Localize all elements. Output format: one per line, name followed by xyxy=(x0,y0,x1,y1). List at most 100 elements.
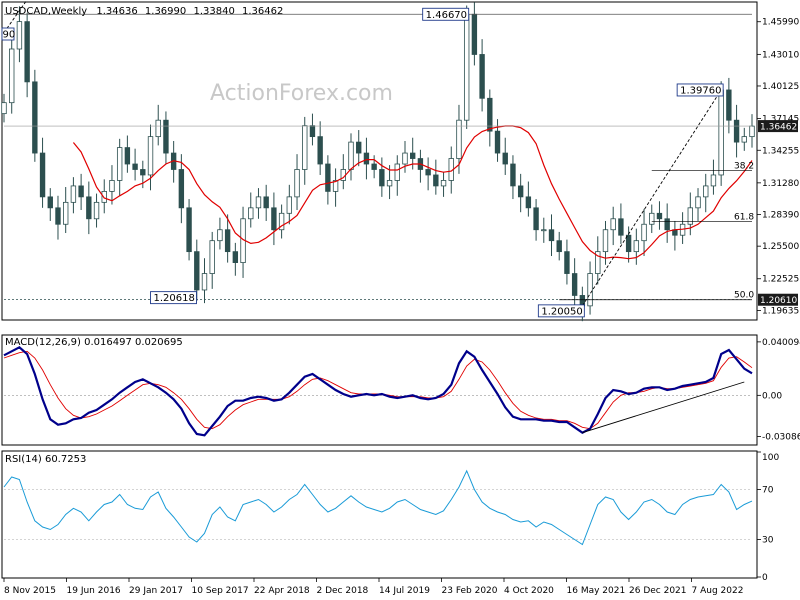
candle xyxy=(217,217,223,250)
candle xyxy=(517,173,524,213)
candle-body xyxy=(571,273,578,296)
candle-body xyxy=(248,207,254,220)
candle-body xyxy=(32,81,38,154)
candle-body xyxy=(217,229,223,242)
candle xyxy=(618,203,624,244)
candle-body xyxy=(278,212,285,231)
candle-body xyxy=(726,89,732,121)
price-tick-label: 1.45990 xyxy=(762,18,799,28)
candle xyxy=(209,231,215,289)
candle-body xyxy=(579,295,586,307)
candle-body xyxy=(178,169,185,209)
candle xyxy=(656,201,663,230)
candle-body xyxy=(402,152,408,165)
x-tick-label: 19 Jun 2016 xyxy=(67,586,121,596)
candle-body xyxy=(656,212,663,220)
candle-body xyxy=(410,152,416,159)
candle-body xyxy=(332,180,339,192)
rsi-tick-label: 30 xyxy=(762,536,774,546)
candle xyxy=(733,104,740,158)
candle-body xyxy=(263,196,269,209)
fib-level-label: 61.8 xyxy=(734,212,754,222)
candle xyxy=(93,193,100,228)
current-price-box xyxy=(758,120,798,133)
annotation-label: 1.20618 xyxy=(153,293,194,304)
candle xyxy=(263,184,269,221)
candle-body xyxy=(132,163,138,170)
candle-body xyxy=(433,174,439,187)
candle-body xyxy=(749,125,755,138)
candle xyxy=(633,228,640,265)
annotation-label: 1.20050 xyxy=(541,306,582,317)
chart-title: USDCAD,Weekly xyxy=(5,6,87,17)
candle-body xyxy=(201,273,208,291)
candle-body xyxy=(502,152,508,165)
candle-body xyxy=(479,54,485,99)
candle xyxy=(232,242,239,276)
candle-body xyxy=(733,119,740,143)
candle-body xyxy=(325,163,331,192)
candle xyxy=(487,89,493,147)
candle-body xyxy=(602,229,609,253)
candle-body xyxy=(194,251,200,291)
annotation-box xyxy=(422,7,470,21)
candle xyxy=(155,104,161,146)
candle xyxy=(109,165,115,205)
candle-body xyxy=(494,130,501,154)
candle-body xyxy=(379,169,385,187)
candle xyxy=(456,104,462,174)
candle-body xyxy=(155,119,161,138)
candle-body xyxy=(695,196,701,209)
candle xyxy=(463,5,470,129)
candle-body xyxy=(140,169,146,176)
candle xyxy=(510,155,516,200)
candle-body xyxy=(463,13,470,121)
candle xyxy=(248,192,254,228)
annotation-box xyxy=(537,304,585,318)
candle-body xyxy=(541,229,547,232)
candle-body xyxy=(664,218,670,231)
rsi-panel xyxy=(1,450,758,579)
candle-body xyxy=(371,163,377,170)
candle-body xyxy=(55,207,61,225)
candle-body xyxy=(610,218,616,231)
ohlc-low: 1.33840 xyxy=(193,6,234,17)
candle xyxy=(39,137,46,208)
price-tick-label: 1.22525 xyxy=(762,275,799,285)
candle xyxy=(595,236,601,285)
candle-body xyxy=(255,196,262,209)
candle xyxy=(479,39,485,112)
candle xyxy=(116,138,123,196)
candle-body xyxy=(564,251,570,274)
candle xyxy=(710,159,717,195)
candle xyxy=(224,214,231,263)
ohlc-close: 1.36462 xyxy=(242,6,283,17)
candle xyxy=(294,154,300,211)
candle xyxy=(695,188,701,221)
candle-body xyxy=(556,240,562,253)
candle-body xyxy=(286,196,293,214)
candle-body xyxy=(317,136,323,165)
annotation-label: 1.39760 xyxy=(680,85,721,96)
candle xyxy=(302,116,308,185)
rsi-title: RSI(14) 60.7253 xyxy=(5,454,86,465)
macd-trendline xyxy=(582,381,745,434)
candle-body xyxy=(710,174,717,187)
candle-body xyxy=(471,13,478,55)
candle xyxy=(1,93,7,123)
candle xyxy=(703,173,709,213)
candle-body xyxy=(741,136,747,143)
candle xyxy=(147,124,154,191)
macd-tick-label: 0.040094 xyxy=(762,338,800,348)
candle-body xyxy=(24,21,30,83)
candle xyxy=(548,214,555,257)
fib-trendline xyxy=(581,89,722,307)
candle-body xyxy=(641,223,647,242)
candle xyxy=(47,188,53,221)
candle xyxy=(649,204,655,234)
candle-body xyxy=(163,119,169,154)
price-panel xyxy=(1,1,758,321)
candle-body xyxy=(271,207,277,231)
x-tick-label: 22 Apr 2018 xyxy=(254,586,310,596)
candle-body xyxy=(587,273,593,307)
